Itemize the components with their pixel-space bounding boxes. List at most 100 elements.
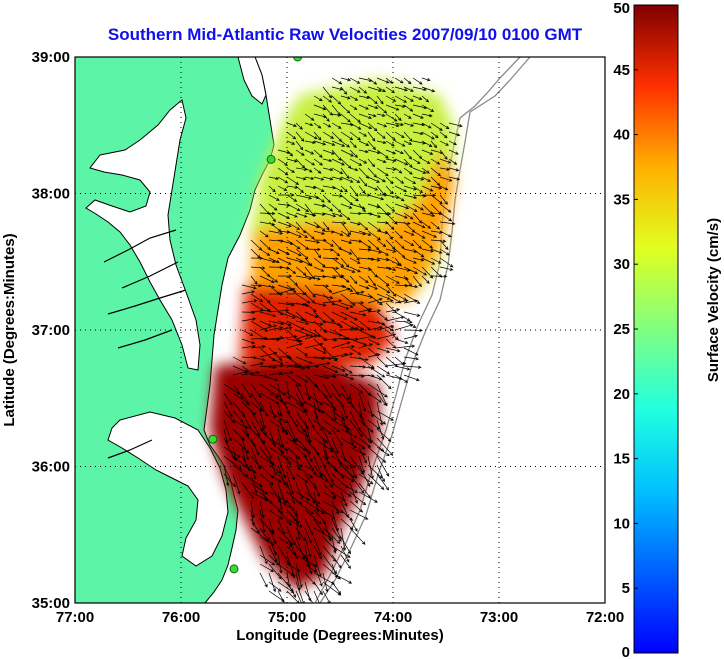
velocity-arrow bbox=[394, 374, 409, 383]
velocity-arrow bbox=[394, 212, 408, 219]
velocity-arrow bbox=[340, 500, 349, 519]
velocity-arrow bbox=[241, 371, 260, 376]
velocity-arrow bbox=[241, 284, 257, 290]
velocity-arrow bbox=[268, 275, 279, 283]
velocity-arrow bbox=[268, 176, 280, 181]
velocity-arrow bbox=[250, 518, 260, 534]
velocity-arrow bbox=[340, 266, 356, 273]
velocity-arrow bbox=[304, 247, 321, 252]
velocity-arrow bbox=[403, 104, 414, 112]
velocity-arrow bbox=[322, 203, 334, 212]
x-tick-label: 74:00 bbox=[374, 609, 412, 626]
velocity-arrow bbox=[376, 140, 387, 145]
velocity-arrow bbox=[358, 122, 373, 130]
velocity-arrow bbox=[286, 230, 302, 238]
velocity-arrow bbox=[331, 257, 345, 268]
velocity-arrow bbox=[250, 500, 255, 519]
velocity-arrow bbox=[286, 437, 307, 451]
velocity-arrow bbox=[313, 428, 328, 444]
velocity-arrow bbox=[439, 122, 450, 130]
velocity-arrow bbox=[268, 320, 285, 326]
velocity-arrow bbox=[421, 239, 434, 249]
velocity-arrow bbox=[322, 401, 337, 410]
velocity-arrow bbox=[394, 86, 408, 92]
velocity-arrow bbox=[304, 374, 318, 388]
velocity-arrow bbox=[295, 419, 306, 433]
velocity-arrow bbox=[403, 167, 413, 175]
velocity-arrow bbox=[403, 311, 421, 317]
velocity-arrow bbox=[223, 446, 241, 458]
velocity-arrow bbox=[439, 248, 450, 256]
velocity-arrow bbox=[277, 193, 295, 197]
velocity-arrow bbox=[304, 158, 316, 166]
velocity-arrow bbox=[277, 176, 289, 184]
velocity-arrow bbox=[421, 230, 438, 238]
velocity-arrow bbox=[259, 572, 268, 588]
velocity-arrow bbox=[349, 527, 366, 545]
velocity-arrow bbox=[313, 302, 327, 307]
velocity-arrow bbox=[439, 149, 448, 160]
velocity-arrow bbox=[322, 131, 335, 139]
velocity-arrow bbox=[322, 383, 332, 399]
velocity-arrow bbox=[430, 158, 441, 165]
velocity-arrow bbox=[322, 122, 332, 128]
velocity-arrow bbox=[241, 299, 258, 304]
velocity-arrow bbox=[277, 158, 289, 166]
velocity-arrow bbox=[250, 383, 262, 399]
velocity-arrow bbox=[295, 230, 308, 238]
velocity-arrow bbox=[367, 113, 377, 118]
velocity-arrow bbox=[331, 410, 346, 421]
velocity-arrow bbox=[295, 221, 306, 234]
velocity-arrow bbox=[268, 554, 280, 566]
velocity-arrow bbox=[430, 185, 443, 190]
velocity-arrow bbox=[322, 149, 335, 155]
velocity-arrow bbox=[376, 299, 394, 304]
velocity-arrow bbox=[340, 326, 359, 331]
velocity-arrow bbox=[313, 176, 325, 181]
velocity-arrow bbox=[286, 158, 298, 163]
velocity-arrow bbox=[358, 335, 375, 340]
velocity-arrow bbox=[403, 284, 419, 289]
velocity-arrow bbox=[403, 320, 417, 328]
velocity-arrow bbox=[349, 500, 364, 513]
velocity-arrow bbox=[304, 536, 312, 558]
velocity-arrow bbox=[340, 131, 354, 141]
velocity-arrow bbox=[385, 167, 397, 171]
velocity-arrow bbox=[376, 464, 385, 483]
velocity-arrow bbox=[367, 176, 381, 183]
velocity-arrow bbox=[367, 77, 378, 85]
station-marker bbox=[293, 57, 303, 62]
velocity-arrow bbox=[304, 491, 321, 505]
velocity-arrow bbox=[394, 95, 408, 103]
velocity-arrow bbox=[340, 345, 356, 349]
velocity-arrow bbox=[376, 284, 391, 294]
velocity-arrow bbox=[349, 301, 365, 305]
velocity-arrow bbox=[385, 308, 401, 313]
velocity-arrow bbox=[295, 329, 314, 338]
velocity-arrow bbox=[403, 122, 415, 127]
velocity-arrow bbox=[268, 383, 287, 396]
velocity-arrow bbox=[430, 131, 439, 139]
velocity-arrow bbox=[340, 95, 351, 100]
velocity-arrow bbox=[331, 581, 342, 595]
velocity-arrow bbox=[313, 158, 323, 166]
velocity-arrow bbox=[394, 338, 409, 344]
velocity-arrow bbox=[286, 203, 301, 212]
velocity-arrow bbox=[277, 185, 288, 191]
velocity-arrow bbox=[295, 334, 310, 340]
velocity-arrow bbox=[331, 527, 342, 542]
velocity-arrow bbox=[304, 334, 318, 340]
velocity-arrow bbox=[439, 212, 453, 222]
velocity-arrow bbox=[295, 428, 310, 438]
velocity-arrow bbox=[349, 104, 358, 110]
velocity-arrow bbox=[394, 140, 406, 147]
x-tick-label: 73:00 bbox=[480, 609, 518, 626]
velocity-arrow bbox=[358, 167, 370, 179]
velocity-arrow bbox=[358, 86, 368, 94]
y-tick-label: 38:00 bbox=[32, 186, 70, 203]
velocity-arrow bbox=[412, 203, 424, 211]
velocity-arrow bbox=[367, 266, 378, 278]
velocity-arrow bbox=[331, 248, 341, 257]
x-tick-label: 76:00 bbox=[162, 609, 200, 626]
velocity-arrow bbox=[322, 266, 340, 270]
